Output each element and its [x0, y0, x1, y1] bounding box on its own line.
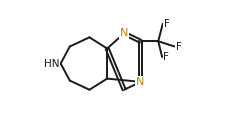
Text: HN: HN — [44, 59, 59, 69]
Text: N: N — [120, 28, 128, 38]
Text: F: F — [164, 19, 169, 29]
Text: F: F — [175, 42, 181, 51]
Text: N: N — [136, 77, 144, 87]
Text: F: F — [163, 52, 169, 62]
